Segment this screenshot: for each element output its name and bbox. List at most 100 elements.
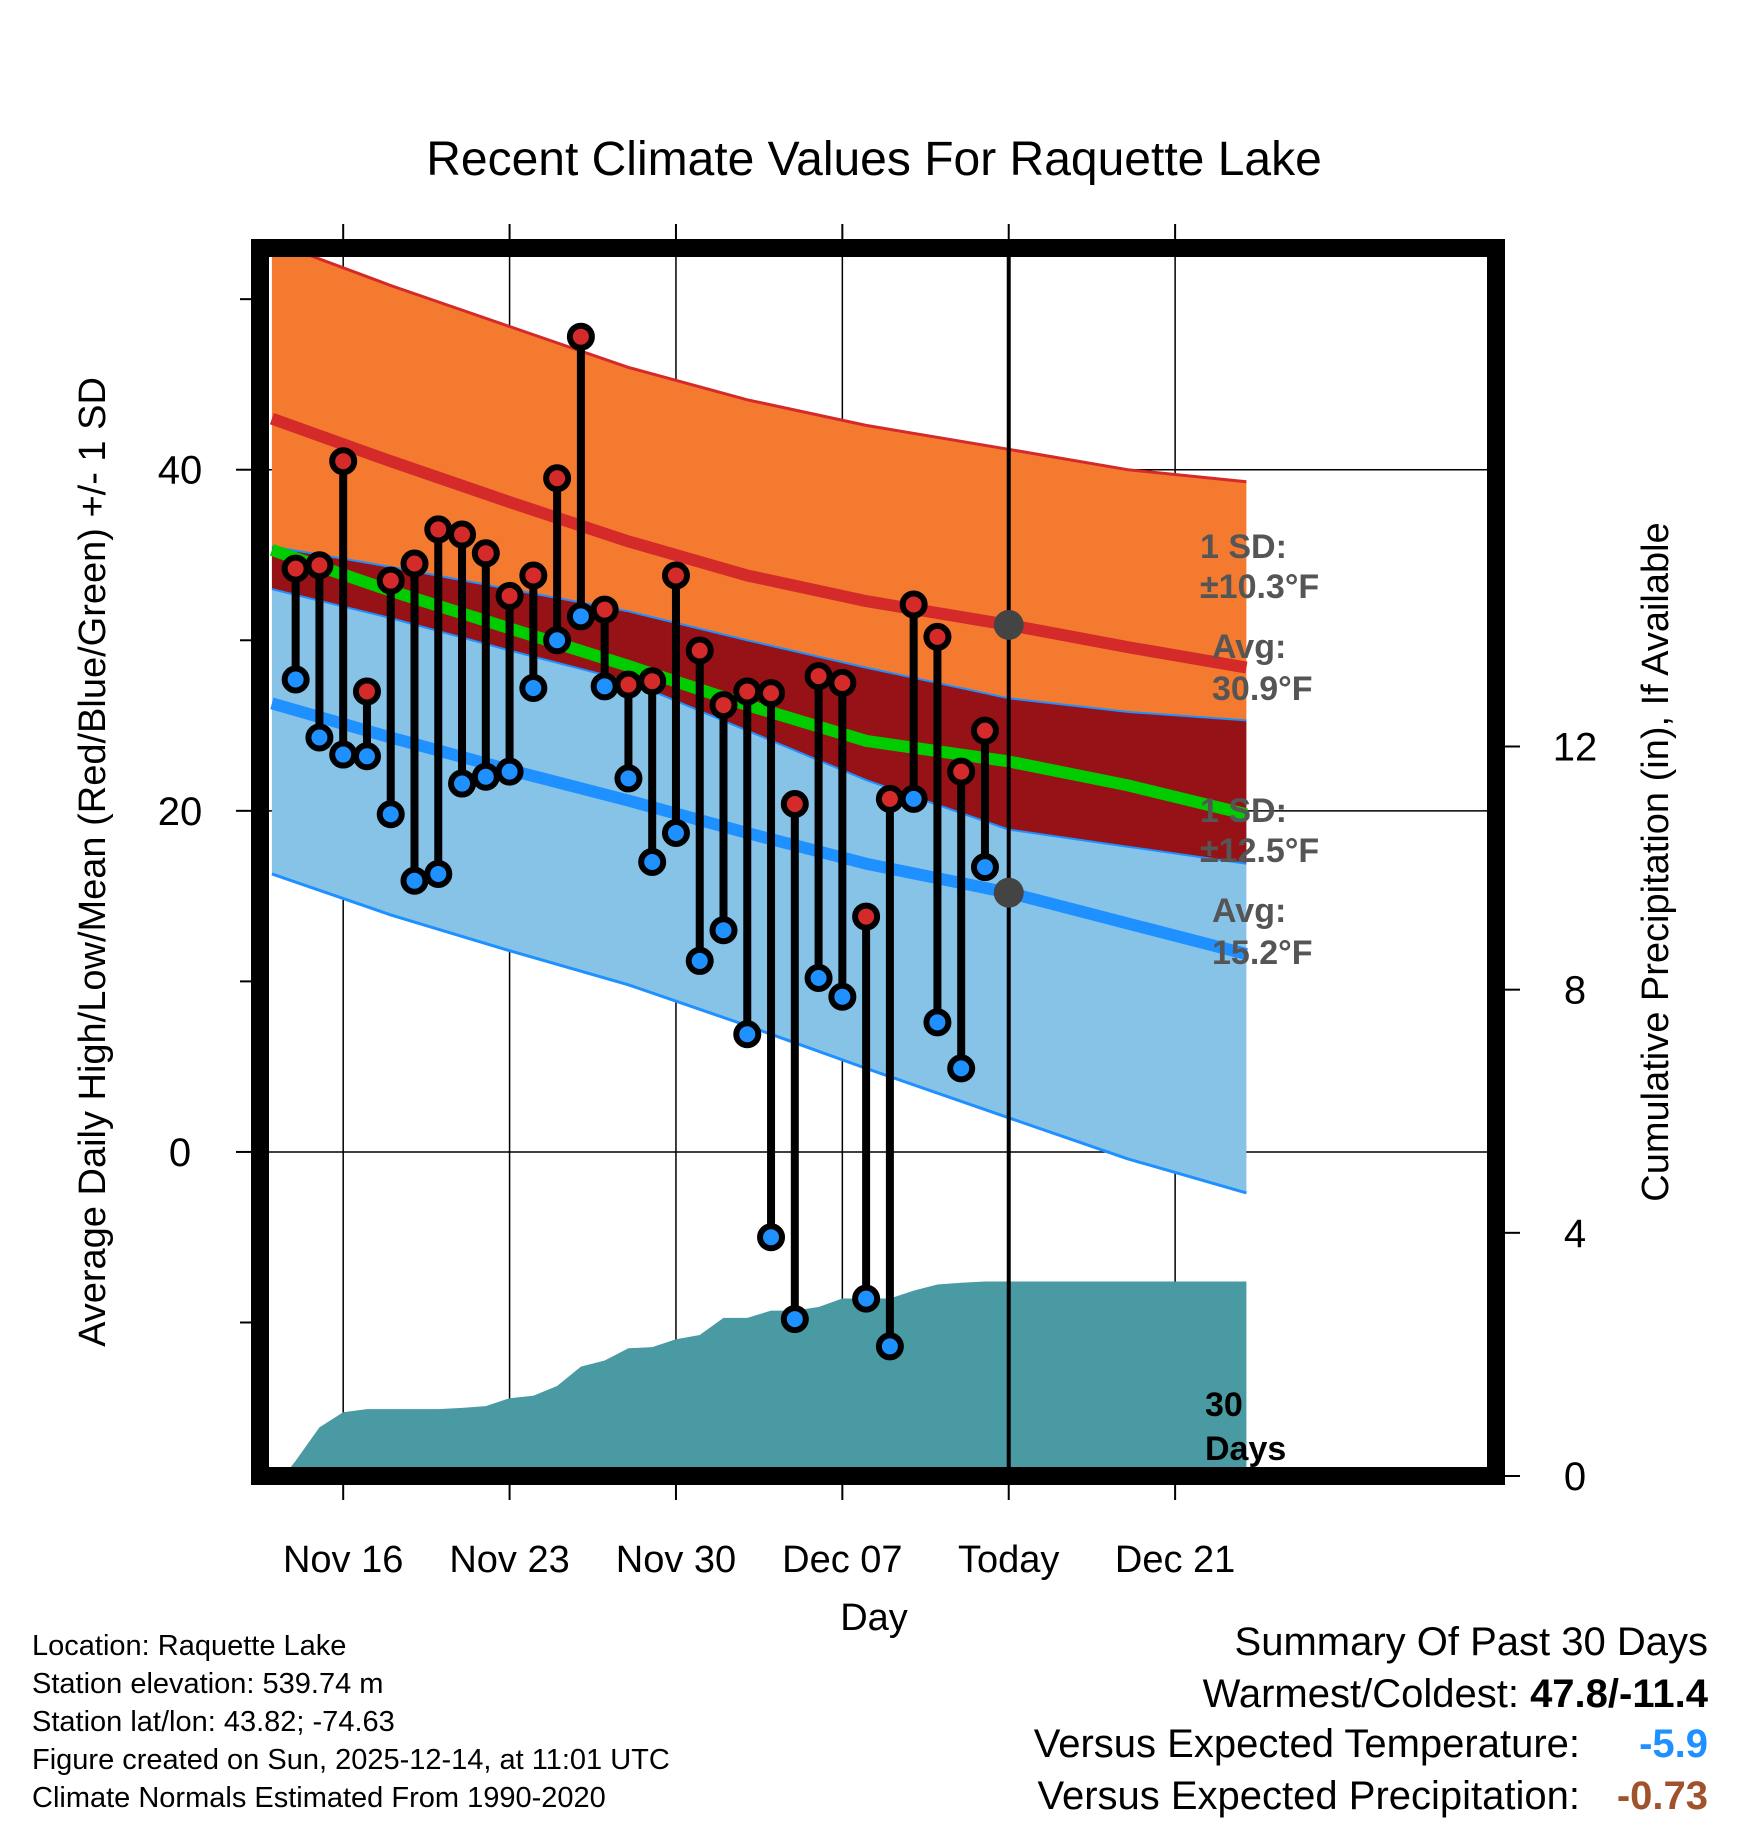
precip-label: Versus Expected Precipitation: (1037, 1774, 1580, 1818)
daily-high-point (780, 790, 809, 819)
daily-high-point (661, 561, 690, 590)
x-tick-label: Nov 30 (616, 1539, 736, 1581)
daily-low-point (566, 602, 595, 631)
daily-high-point (852, 902, 881, 931)
plot-frame (251, 239, 1505, 1485)
daily-low-point (424, 859, 453, 888)
axes: Nov 16 Nov 23 Nov 30 Dec 07 Today Dec 2102040… (158, 224, 1598, 1581)
high-avg-dot (993, 609, 1024, 640)
low-avg-dot (993, 877, 1024, 908)
x-axis-label: Day (840, 1597, 908, 1639)
high-lower-line (271, 545, 1247, 722)
daily-high-point (804, 662, 833, 691)
daily-high-point (709, 691, 738, 720)
daily-high-point (519, 561, 548, 590)
normals-text: Climate Normals Estimated From 1990-2020 (32, 1782, 606, 1814)
precip-area (260, 1281, 1247, 1476)
latlon-text: Station lat/lon: 43.82; -74.63 (32, 1706, 395, 1738)
y2-axis-label: Cumulative Precipitation (in), If Availa… (1635, 522, 1677, 1201)
daily-low-point (947, 1054, 976, 1083)
daily-low-point (757, 1223, 786, 1252)
precip-value: -0.73 (1616, 1774, 1708, 1818)
daily-high-point (828, 668, 857, 697)
daily-low-point (733, 1020, 762, 1049)
days-count: 30 (1205, 1386, 1243, 1424)
daily-low-point (661, 819, 690, 848)
high-mean-line (269, 412, 1248, 674)
daily-low-point (376, 800, 405, 829)
daily-low-point (329, 740, 358, 769)
daily-low-point (305, 723, 334, 752)
high-avg-title: Avg: (1212, 628, 1286, 666)
daily-high-point (875, 784, 904, 813)
high-sd-band (271, 248, 1247, 721)
chart-title: Recent Climate Values For Raquette Lake (426, 133, 1322, 186)
created-text: Figure created on Sun, 2025-12-14, at 11… (32, 1744, 670, 1776)
location-text: Location: Raquette Lake (32, 1630, 347, 1662)
daily-low-point (448, 769, 477, 798)
daily-high-point (352, 677, 381, 706)
y-tick-label: 20 (158, 790, 203, 834)
daily-low-point (709, 916, 738, 945)
daily-high-point (566, 322, 595, 351)
daily-high-point (590, 595, 619, 624)
daily-low-point (543, 626, 572, 655)
daily-high-point (638, 667, 667, 696)
summary-precip: Versus Expected Precipitation: -0.73 (1037, 1774, 1708, 1819)
daily-low-point (923, 1008, 952, 1037)
daily-low-point (281, 665, 310, 694)
daily-high-point (281, 554, 310, 583)
daily-low-point (970, 853, 999, 882)
annotations: 1 SD: ±10.3°F Avg: 30.9°F 1 SD: ±12.5°F … (993, 528, 1319, 1468)
y-axis-label: Average Daily High/Low/Mean (Red/Blue/Gr… (72, 377, 114, 1347)
daily-low-point (780, 1305, 809, 1334)
daily-low-point (828, 982, 857, 1011)
daily-high-point (471, 539, 500, 568)
daily-low-point (352, 742, 381, 771)
daily-high-point (899, 590, 928, 619)
high-upper-line (285, 248, 1247, 484)
low-sd-value: ±12.5°F (1200, 832, 1319, 870)
y2-tick-label: 12 (1553, 725, 1598, 769)
temp-value: -5.9 (1639, 1722, 1708, 1766)
high-sd-title: 1 SD: (1200, 528, 1287, 566)
daily-high-point (495, 581, 524, 610)
daily-low-point (471, 762, 500, 791)
daily-low-point (852, 1284, 881, 1313)
daily-high-point (970, 716, 999, 745)
y-tick-label: 40 (158, 449, 203, 493)
daily-high-point (614, 670, 643, 699)
y2-tick-label: 8 (1564, 969, 1586, 1013)
daily-high-point (923, 622, 952, 651)
daily-low-point (804, 963, 833, 992)
low-avg-value: 15.2°F (1212, 934, 1313, 972)
high-sd-value: ±10.3°F (1200, 568, 1319, 606)
x-tick-label: Dec 07 (782, 1539, 902, 1581)
daily-high-point (448, 520, 477, 549)
daily-low-point (495, 757, 524, 786)
daily-low-point (590, 672, 619, 701)
daily-high-point (733, 677, 762, 706)
y2-tick-label: 0 (1564, 1455, 1586, 1499)
daily-high-point (400, 549, 429, 578)
daily-high-point (305, 551, 334, 580)
daily-low-point (519, 674, 548, 703)
y2-tick-label: 4 (1564, 1212, 1586, 1256)
precipitation-area (260, 1281, 1247, 1476)
daily-low-point (899, 784, 928, 813)
daily-high-point (376, 566, 405, 595)
summary-temp: Versus Expected Temperature: -5.9 (1034, 1722, 1708, 1767)
daily-low-point (400, 866, 429, 895)
daily-high-point (685, 636, 714, 665)
x-tick-label: Nov 23 (449, 1539, 569, 1581)
daily-low-point (638, 848, 667, 876)
low-sd-band (271, 589, 1247, 1193)
x-tick-label: Nov 16 (283, 1539, 403, 1581)
high-avg-value: 30.9°F (1212, 670, 1313, 708)
y-tick-label: 0 (169, 1131, 191, 1175)
daily-low-point (614, 764, 643, 793)
daily-high-point (947, 757, 976, 786)
low-avg-title: Avg: (1212, 892, 1286, 930)
warm-cold-value: 47.8/-11.4 (1530, 1672, 1708, 1716)
